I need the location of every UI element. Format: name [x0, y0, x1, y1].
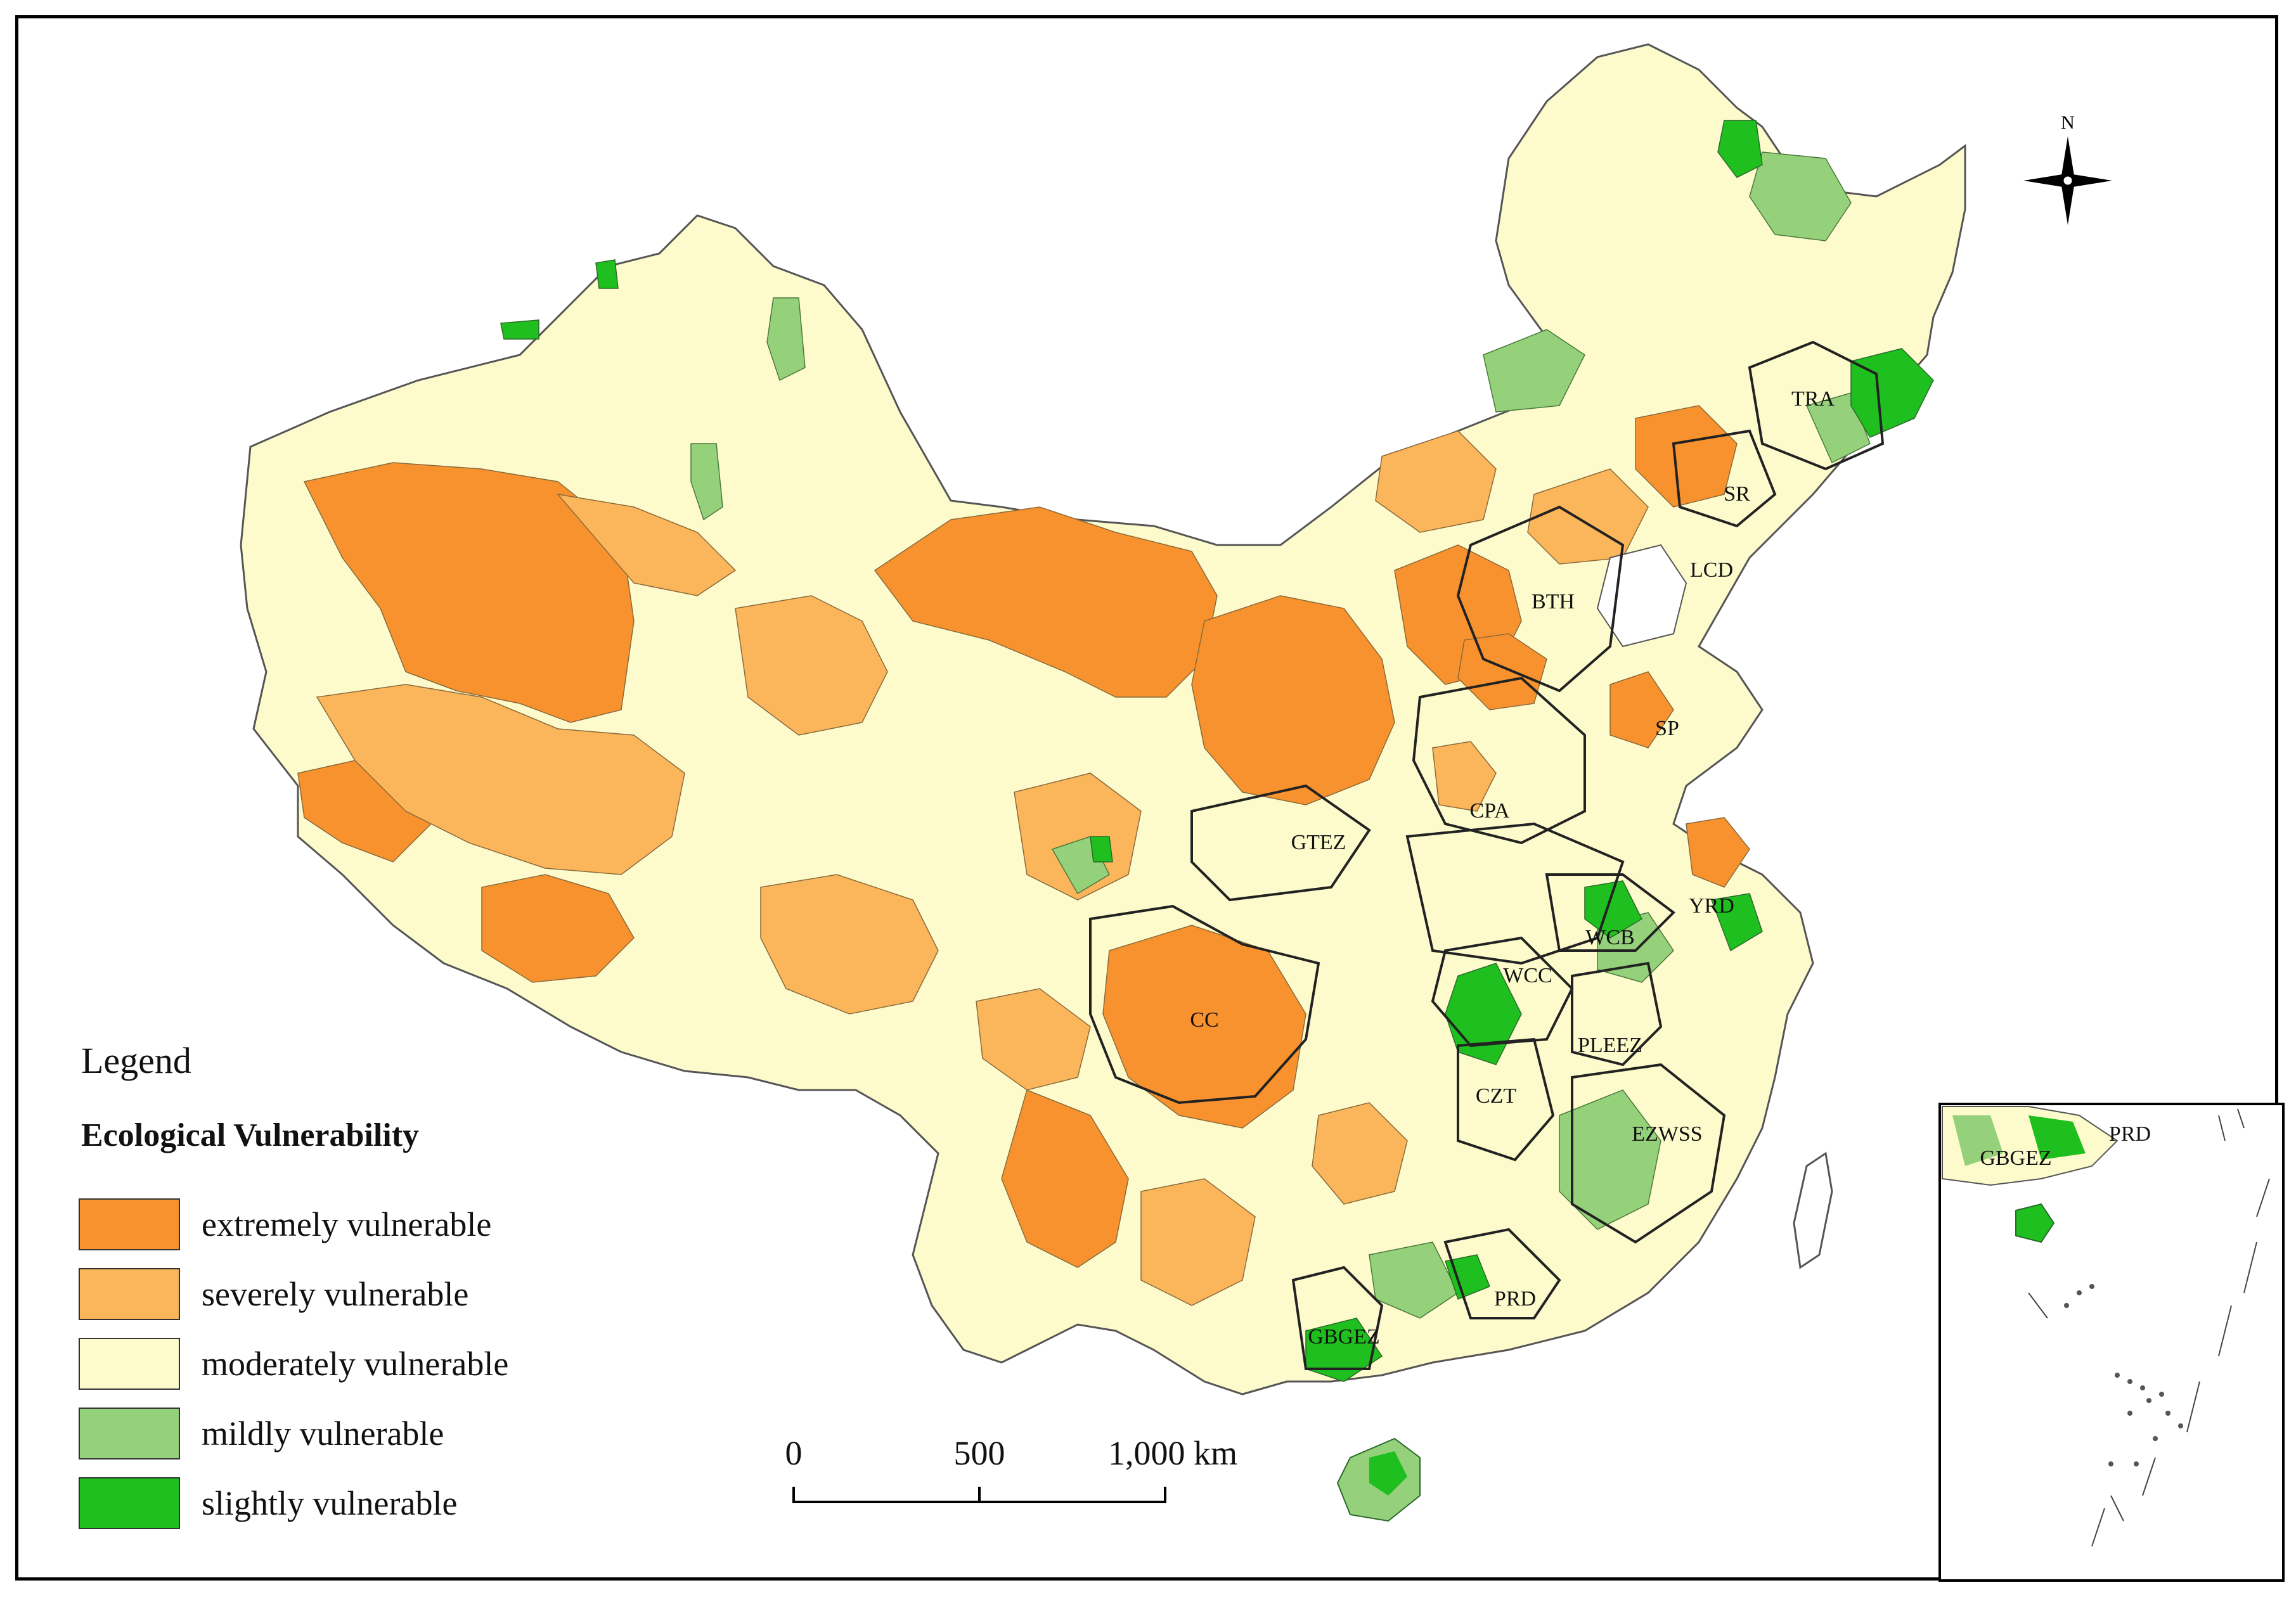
- region-labels: TRA SR LCD BTH SP CPA GTEZ YRD WCB WCC C…: [1190, 387, 1835, 1349]
- mild-zones: [690, 151, 1871, 1319]
- region-label-WCB: WCB: [1585, 926, 1634, 949]
- region-label-CPA: CPA: [1469, 799, 1509, 823]
- scale-label-500: 500: [953, 1434, 1005, 1472]
- slight-zones: [500, 120, 1934, 1382]
- south-china-sea-inset: PRD GBGEZ: [1938, 1103, 2285, 1582]
- region-label-EZWSS: EZWSS: [1632, 1122, 1702, 1146]
- region-boundaries: [1089, 340, 1885, 1370]
- region-label-GBGEZ: GBGEZ: [1308, 1325, 1379, 1349]
- region-label-CZT: CZT: [1476, 1084, 1516, 1108]
- legend-item-slight: slightly vulnerable: [79, 1477, 457, 1530]
- legend-subtitle: Ecological Vulnerability: [81, 1117, 420, 1153]
- legend-item-severe: severely vulnerable: [79, 1267, 468, 1321]
- legend-label-extreme: extremely vulnerable: [202, 1205, 492, 1243]
- region-label-SP: SP: [1655, 717, 1679, 740]
- legend-item-moderate: moderately vulnerable: [79, 1337, 508, 1390]
- scale-label-0: 0: [785, 1434, 803, 1472]
- legend-swatch-extreme: [79, 1198, 180, 1250]
- legend-label-moderate: moderately vulnerable: [202, 1345, 509, 1383]
- region-label-SR: SR: [1724, 482, 1750, 506]
- scale-bar: [792, 1487, 1166, 1503]
- legend-label-severe: severely vulnerable: [202, 1275, 469, 1313]
- region-label-PLEEZ: PLEEZ: [1578, 1034, 1642, 1057]
- legend-swatch-slight: [79, 1477, 180, 1529]
- region-label-LCD: LCD: [1690, 558, 1733, 582]
- hainan-green: [1369, 1451, 1407, 1496]
- taiwan-outline: [1793, 1151, 1833, 1269]
- legend-item-extreme: extremely vulnerable: [79, 1198, 491, 1251]
- legend-swatch-severe: [79, 1268, 180, 1320]
- scale-label-1000: 1,000 km: [1107, 1434, 1238, 1472]
- region-label-GTEZ: GTEZ: [1291, 831, 1346, 854]
- region-label-WCC: WCC: [1503, 964, 1552, 987]
- region-label-BTH: BTH: [1532, 590, 1575, 613]
- north-arrow-icon: N: [2023, 112, 2112, 225]
- severe-zones: [316, 430, 1649, 1306]
- legend-title: Legend: [81, 1040, 191, 1081]
- region-label-TRA: TRA: [1791, 387, 1835, 411]
- legend-label-mild: mildly vulnerable: [202, 1414, 444, 1453]
- legend-swatch-moderate: [79, 1338, 180, 1390]
- extreme-zones: [297, 405, 1750, 1268]
- inset-label-GBGEZ: GBGEZ: [1980, 1146, 2051, 1170]
- legend-item-mild: mildly vulnerable: [79, 1407, 444, 1460]
- china-landmass: [240, 43, 1966, 1395]
- legend-swatch-mild: [79, 1408, 180, 1459]
- legend-label-slight: slightly vulnerable: [202, 1484, 458, 1522]
- inset-label-PRD: PRD: [2109, 1122, 2151, 1146]
- region-label-CC: CC: [1190, 1008, 1218, 1032]
- north-label: N: [2061, 112, 2075, 133]
- region-label-PRD: PRD: [1494, 1287, 1536, 1311]
- region-label-YRD: YRD: [1689, 894, 1734, 918]
